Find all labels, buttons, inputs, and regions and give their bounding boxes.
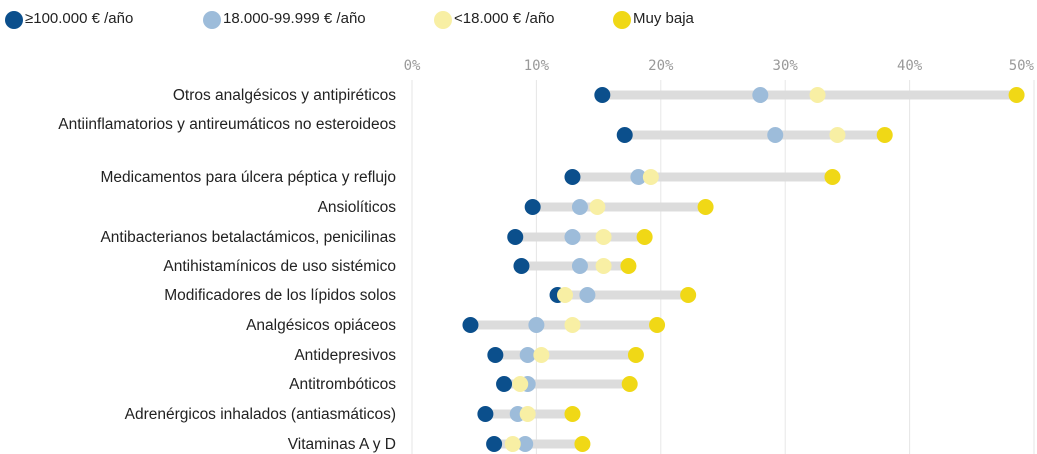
dot	[486, 436, 503, 452]
dot	[564, 169, 581, 185]
dot	[829, 127, 846, 143]
category-label: Ansiolíticos	[317, 198, 396, 216]
category-label: Adrenérgicos inhalados (antiasmáticos)	[124, 405, 396, 423]
legend-marker	[434, 11, 452, 29]
category-label: Antibacterianos betalactámicos, penicili…	[100, 228, 396, 246]
dot	[589, 199, 606, 215]
dot	[809, 87, 826, 103]
dot	[574, 436, 591, 452]
category-label: Antidepresivos	[294, 346, 396, 364]
legend-marker	[203, 11, 221, 29]
dot	[642, 169, 659, 185]
dot	[621, 376, 638, 392]
legend-label: Muy baja	[633, 10, 694, 27]
dot	[627, 347, 644, 363]
category-label: Modificadores de los lípidos solos	[164, 286, 396, 304]
dot	[496, 376, 513, 392]
dot	[564, 317, 581, 333]
dot	[620, 258, 637, 274]
x-tick-label: 40%	[897, 58, 923, 74]
category-label: Vitaminas A y D	[287, 435, 396, 453]
category-label: Medicamentos para úlcera péptica y reflu…	[100, 168, 396, 186]
dot	[564, 406, 581, 422]
dot	[528, 317, 545, 333]
dot	[824, 169, 841, 185]
legend-label: ≥100.000 € /año	[25, 10, 134, 27]
dot	[519, 347, 536, 363]
dot	[594, 87, 611, 103]
dot	[697, 199, 714, 215]
dot	[630, 169, 647, 185]
dot	[507, 229, 524, 245]
dot	[595, 258, 612, 274]
dot	[636, 229, 653, 245]
dot	[579, 287, 596, 303]
x-tick-label: 10%	[524, 58, 550, 74]
dot	[477, 406, 494, 422]
category-label: Antitrombóticos	[289, 375, 396, 393]
dot	[564, 229, 581, 245]
x-tick-label: 50%	[1009, 58, 1035, 74]
dot	[571, 199, 588, 215]
dot	[513, 258, 530, 274]
dot	[462, 317, 479, 333]
dot	[519, 406, 536, 422]
dot	[571, 258, 588, 274]
category-label: Antiinflamatorios y antireumáticos no es…	[58, 116, 396, 133]
dot	[504, 436, 521, 452]
dot	[512, 376, 529, 392]
dot	[595, 229, 612, 245]
dot	[649, 317, 666, 333]
dot	[487, 347, 504, 363]
dot	[533, 347, 550, 363]
dot	[752, 87, 769, 103]
category-label: Otros analgésicos y antipiréticos	[172, 86, 396, 104]
legend-marker	[5, 11, 23, 29]
legend-label: 18.000-99.999 € /año	[223, 10, 366, 27]
dot	[616, 127, 633, 143]
dot	[876, 127, 893, 143]
dot	[1008, 87, 1025, 103]
legend-label: <18.000 € /año	[454, 10, 555, 27]
dot	[557, 287, 574, 303]
x-tick-label: 20%	[648, 58, 674, 74]
legend-marker	[613, 11, 631, 29]
dot	[767, 127, 784, 143]
category-label: Antihistamínicos de uso sistémico	[163, 257, 396, 275]
dot	[680, 287, 697, 303]
dot	[517, 436, 534, 452]
x-tick-label: 0%	[404, 58, 421, 74]
dot	[524, 199, 541, 215]
x-tick-label: 30%	[773, 58, 799, 74]
category-label: Analgésicos opiáceos	[246, 316, 396, 334]
